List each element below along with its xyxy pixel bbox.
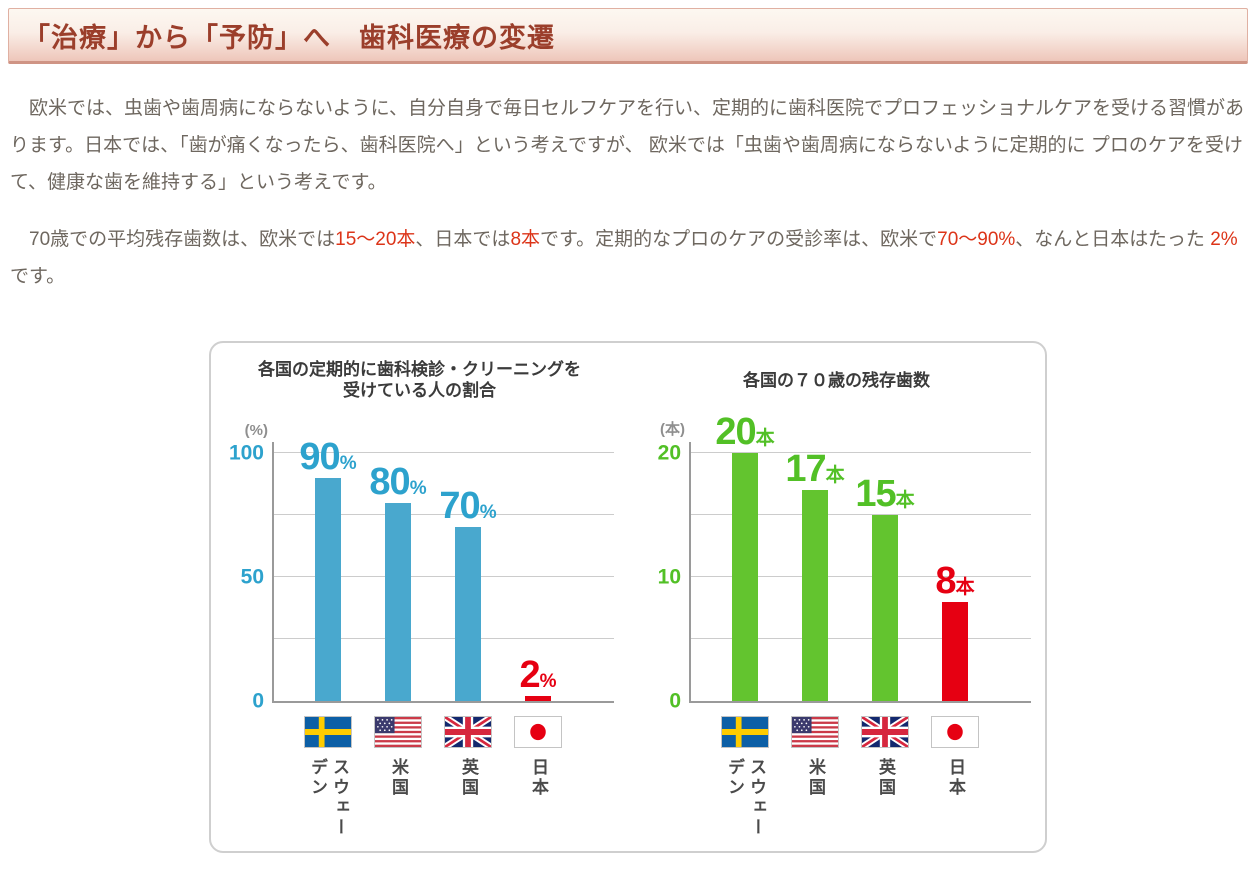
bar-value-suffix: % — [409, 477, 427, 499]
highlight-text: 8本 — [510, 229, 541, 250]
bar-usa — [385, 503, 411, 701]
bar-value-suffix: % — [479, 501, 497, 523]
chart-plot: (本) 20 10 0 20本 スウェーデン 17本 米国 15本 英国 8本 日本 — [658, 413, 1031, 838]
chart-title: 各国の定期的に歯科検診・クリーニングを 受けている人の割合 — [211, 357, 628, 403]
country-label: 英国 — [459, 758, 478, 798]
country-label-wrap: スウェーデン — [293, 758, 363, 854]
country-label-wrap: 英国 — [433, 758, 503, 854]
country-label-wrap: 米国 — [363, 758, 433, 854]
flag-uk-icon — [861, 716, 909, 748]
y-axis-line — [272, 442, 274, 703]
gridline — [691, 452, 1031, 453]
y-tick-label: 100 — [228, 441, 264, 465]
intro-paragraph-2: 70歳での平均残存歯数は、欧米では15～20本、日本では8本です。定期的なプロの… — [10, 221, 1246, 295]
bar-uk — [872, 515, 898, 701]
intro-section: 欧米では、虫歯や歯周病にならないように、自分自身で毎日セルフケアを行い、定期的に… — [10, 90, 1246, 295]
y-tick-label: 20 — [657, 441, 681, 465]
gridline — [274, 514, 614, 515]
chart-panel: 各国の定期的に歯科検診・クリーニングを 受けている人の割合 (%) 100 50 0 90%… — [209, 341, 1047, 853]
intro-text: 、日本では — [415, 229, 511, 250]
flag-uk-icon — [444, 716, 492, 748]
y-axis-line — [689, 442, 691, 703]
y-tick-label: 10 — [657, 565, 681, 589]
bar-value-label: 20本 — [715, 413, 775, 451]
flag-usa-icon — [374, 716, 422, 748]
bar-value-label: 70% — [439, 487, 497, 525]
flag-japan-icon — [931, 716, 979, 748]
flag-sweden-icon — [721, 716, 769, 748]
bar-value-suffix: 本 — [825, 464, 845, 486]
bar-value-number: 2 — [519, 653, 540, 696]
gridline — [691, 514, 1031, 515]
bar-value-suffix: 本 — [895, 489, 915, 511]
country-label-wrap: スウェーデン — [710, 758, 780, 854]
bar-value-suffix: % — [339, 452, 357, 474]
chart-title: 各国の７０歳の残存歯数 — [628, 357, 1045, 403]
highlight-text: 15～20本 — [335, 229, 416, 250]
y-tick-label: 0 — [669, 689, 681, 713]
chart-checkup-rate: 各国の定期的に歯科検診・クリーニングを 受けている人の割合 (%) 100 50 0 90%… — [211, 343, 628, 851]
bar-usa — [802, 490, 828, 701]
bar-value-label: 80% — [369, 463, 427, 501]
flag-japan-icon — [514, 716, 562, 748]
gridline — [274, 576, 614, 577]
bar-value-number: 90 — [299, 435, 340, 478]
bar-japan — [942, 602, 968, 701]
gridline — [691, 638, 1031, 639]
country-label: スウェーデン — [308, 758, 349, 838]
y-tick-label: 0 — [252, 689, 264, 713]
highlight-text: 2% — [1210, 229, 1238, 250]
chart-title-line: 受けている人の割合 — [343, 381, 496, 400]
intro-text: です。定期的なプロのケアの受診率は、欧米で — [540, 229, 938, 250]
flag-sweden-icon — [304, 716, 352, 748]
bar-value-suffix: % — [539, 670, 557, 692]
bar-uk — [455, 527, 481, 701]
intro-text: 、なんと日本はたった — [1015, 229, 1211, 250]
bar-value-number: 8 — [935, 559, 956, 602]
bar-japan — [525, 696, 551, 701]
bar-value-number: 17 — [785, 447, 826, 490]
bar-value-label: 15本 — [855, 475, 915, 513]
country-label: 米国 — [806, 758, 825, 798]
bar-value-number: 20 — [715, 410, 756, 453]
country-label-wrap: 日本 — [503, 758, 573, 854]
flag-usa-icon — [791, 716, 839, 748]
country-label: 米国 — [389, 758, 408, 798]
intro-text: 70歳での平均残存歯数は、欧米では — [10, 229, 336, 250]
bar-value-label: 90% — [299, 438, 357, 476]
intro-paragraph-1: 欧米では、虫歯や歯周病にならないように、自分自身で毎日セルフケアを行い、定期的に… — [10, 98, 1245, 193]
country-label: スウェーデン — [725, 758, 766, 838]
bar-value-number: 15 — [855, 472, 896, 515]
gridline — [274, 452, 614, 453]
bar-value-suffix: 本 — [755, 427, 775, 449]
highlight-text: 70～90% — [937, 229, 1016, 250]
country-label-wrap: 日本 — [920, 758, 990, 854]
chart-remaining-teeth: 各国の７０歳の残存歯数 (本) 20 10 0 20本 スウェーデン 17本 米国 15本 英国 8本… — [628, 343, 1045, 851]
bar-sweden — [732, 453, 758, 701]
country-label: 英国 — [876, 758, 895, 798]
chart-title-line: 各国の定期的に歯科検診・クリーニングを — [258, 360, 581, 379]
bar-value-suffix: 本 — [955, 576, 975, 598]
axis-unit-label: (%) — [244, 422, 268, 439]
country-label-wrap: 英国 — [850, 758, 920, 854]
chart-title-line: 各国の７０歳の残存歯数 — [743, 370, 930, 390]
section-header: 「治療」から「予防」へ 歯科医療の変遷 — [8, 8, 1248, 64]
bar-value-label: 2% — [519, 656, 557, 694]
chart-plot: (%) 100 50 0 90% スウェーデン 80% 米国 70% 英国 2% 日本 — [229, 422, 614, 838]
gridline — [274, 638, 614, 639]
country-label: 日本 — [529, 758, 548, 798]
intro-text: です。 — [10, 266, 66, 287]
bar-value-label: 17本 — [785, 450, 845, 488]
bar-value-number: 70 — [439, 484, 480, 527]
country-label: 日本 — [946, 758, 965, 798]
y-tick-label: 50 — [240, 565, 264, 589]
bar-value-label: 8本 — [935, 562, 975, 600]
bar-value-number: 80 — [369, 460, 410, 503]
country-label-wrap: 米国 — [780, 758, 850, 854]
axis-unit-label: (本) — [660, 421, 685, 438]
bar-sweden — [315, 478, 341, 701]
gridline — [691, 576, 1031, 577]
